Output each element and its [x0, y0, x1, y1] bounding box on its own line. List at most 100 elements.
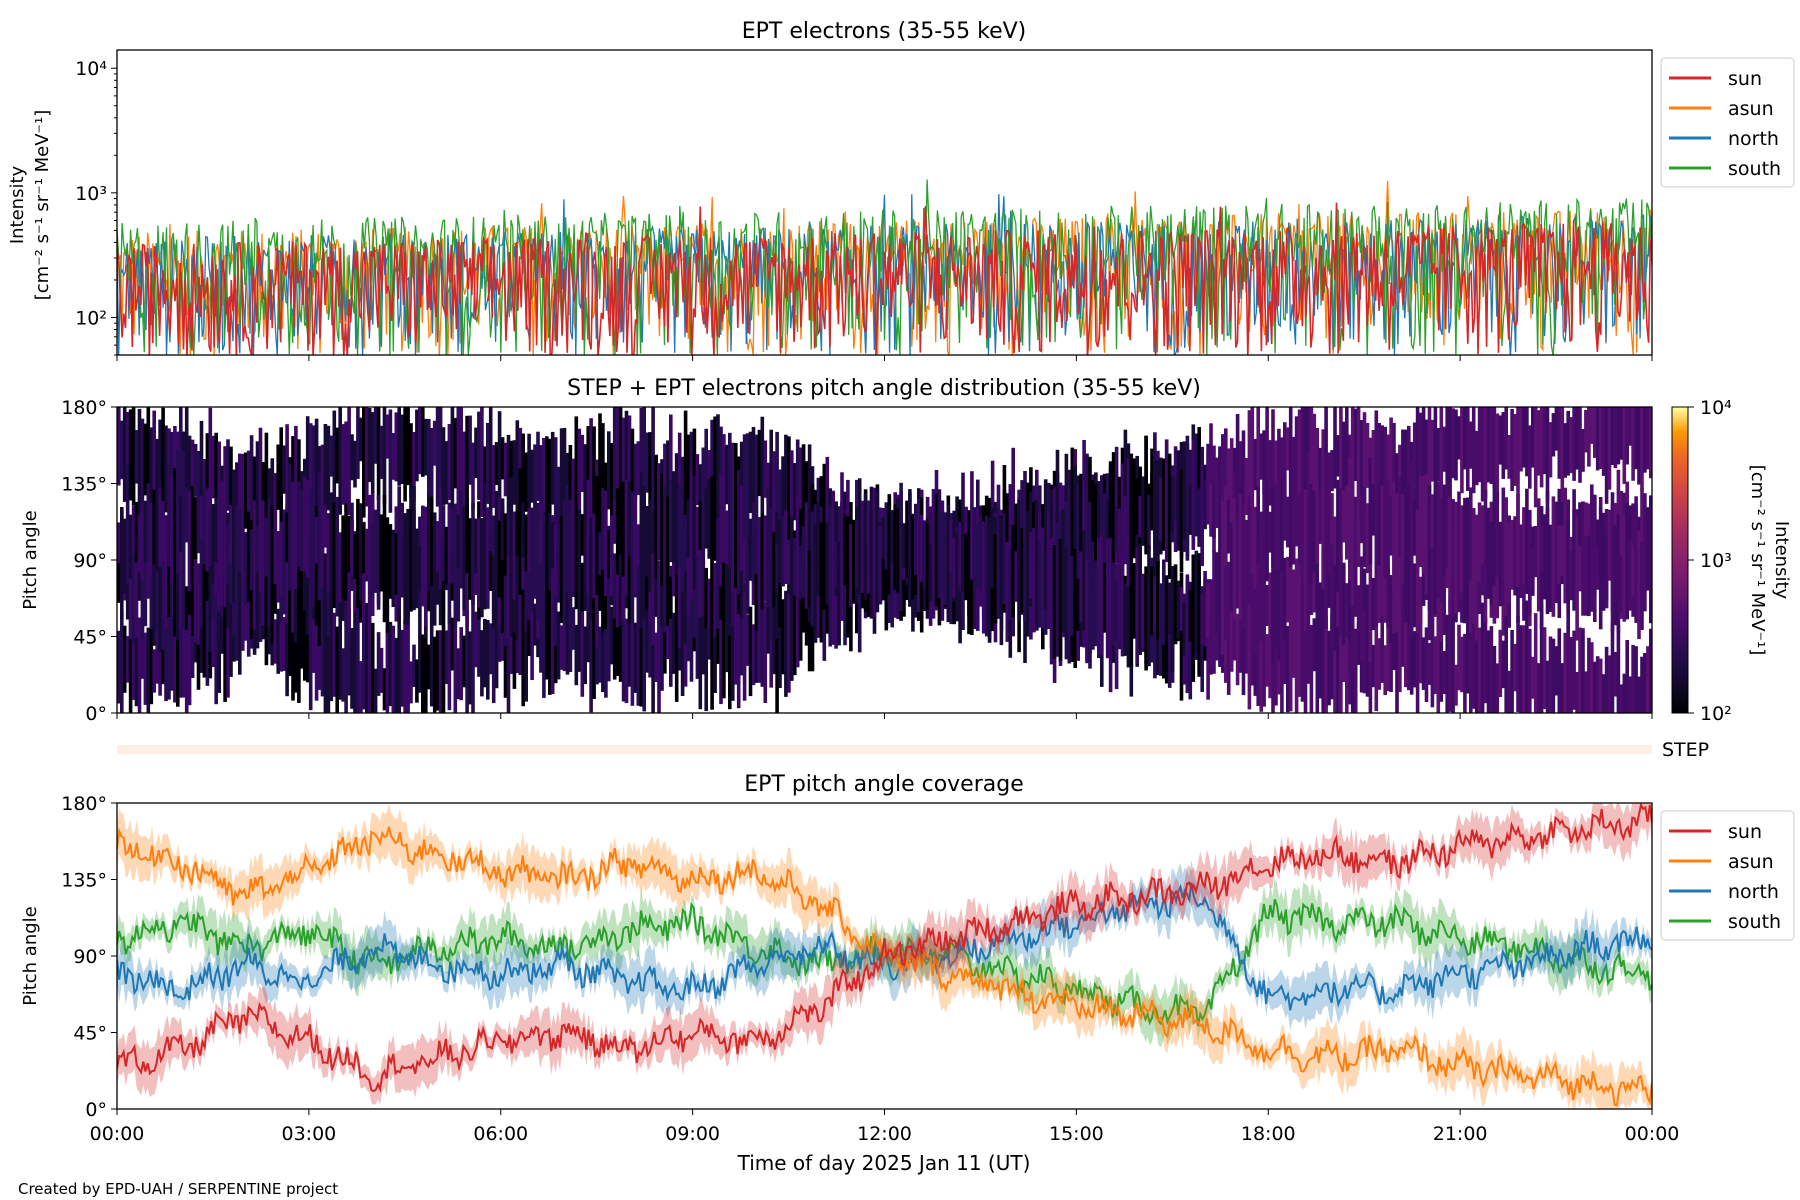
pad-cell: [692, 476, 697, 590]
pad-cell: [1551, 638, 1556, 713]
pad-cell: [1619, 407, 1624, 460]
pad-cell: [1268, 638, 1272, 699]
pad-cell: [790, 450, 794, 537]
pad-cell: [294, 425, 298, 531]
pad-cell: [323, 504, 328, 548]
pad-cell: [146, 627, 151, 713]
pad-cell: [1395, 565, 1399, 632]
x-tick-label: 21:00: [1433, 1123, 1488, 1145]
pad-cell: [1501, 487, 1506, 606]
pad-cell: [1536, 498, 1541, 612]
pad-cell: [314, 604, 319, 701]
pad-cell: [1247, 410, 1252, 537]
pad-cell: [1365, 584, 1370, 638]
pad-cell: [556, 505, 561, 573]
pad-cell: [477, 518, 481, 608]
pad-cell: [1156, 460, 1160, 569]
pad-cell: [1519, 625, 1523, 713]
pad-cell: [1646, 407, 1650, 470]
pad-cell: [713, 509, 717, 561]
pad-cell: [1365, 611, 1370, 697]
pad-cell: [486, 423, 490, 504]
pad-cell: [849, 523, 853, 569]
pad-cell: [261, 462, 266, 523]
pad-ylabel: Pitch angle: [20, 510, 41, 609]
pad-cell: [1164, 440, 1169, 563]
pad-cell: [1336, 479, 1340, 593]
pad-cell: [350, 519, 354, 576]
pad-cell: [987, 517, 992, 643]
pad-cell: [524, 452, 528, 512]
pad-cell: [173, 538, 177, 637]
pad-cell: [1153, 460, 1157, 576]
pad-cell: [1321, 429, 1325, 473]
pad-cell: [1483, 407, 1488, 499]
pad-cell: [778, 469, 782, 525]
pad-cell: [1522, 625, 1526, 713]
pad-cell: [444, 526, 449, 584]
pad-cell: [1587, 637, 1591, 713]
pad-cell: [1643, 653, 1647, 713]
pad-cell: [1383, 493, 1387, 579]
pad-cell: [1297, 409, 1302, 529]
pad-cell: [1477, 551, 1482, 614]
pad-cell: [1637, 530, 1641, 640]
pad-cell: [731, 579, 735, 701]
pad-cell: [545, 436, 549, 527]
pad-cell: [890, 510, 894, 562]
pad-cell: [173, 574, 177, 703]
pad-cell: [1386, 606, 1390, 692]
pad-cell: [1625, 640, 1629, 713]
pad-cell: [1578, 407, 1582, 483]
pad-cell: [303, 609, 307, 681]
pad-cell: [1117, 553, 1122, 641]
pad-cell: [362, 521, 366, 626]
pad-cell: [1483, 617, 1488, 704]
pad-cell: [176, 449, 180, 575]
pad-cell: [291, 601, 295, 701]
pad-cell: [506, 512, 511, 556]
pad-cell: [860, 500, 865, 593]
pad-cell: [1283, 557, 1287, 642]
pad-cell: [542, 528, 546, 616]
pad-cell: [736, 603, 741, 709]
pad-cell: [385, 517, 390, 633]
pad-cell: [899, 482, 903, 612]
pad-cell: [1179, 469, 1184, 573]
pad-cell: [586, 426, 590, 526]
pad-cell: [500, 498, 505, 560]
pad-cell: [784, 590, 788, 697]
pad-cell: [542, 512, 546, 561]
pad-cell: [1159, 477, 1163, 541]
pad-cell: [214, 432, 218, 526]
pad-cell: [1259, 612, 1263, 712]
pad-cell: [1415, 407, 1420, 511]
pad-cell: [1085, 474, 1089, 592]
pad-cell: [1616, 513, 1621, 633]
pad-cell: [365, 528, 369, 577]
pad-cell: [763, 440, 768, 498]
pad-cell: [1173, 475, 1178, 522]
pad-cell: [158, 487, 162, 567]
pad-cell: [1469, 487, 1473, 581]
pad-cell: [146, 407, 151, 488]
pad-cell: [1560, 407, 1565, 509]
pad-cell: [1256, 609, 1260, 706]
pad-cell: [1333, 407, 1337, 489]
pad-cell: [704, 567, 708, 629]
pad-cell: [536, 431, 540, 501]
x-tick-label: 06:00: [473, 1123, 528, 1145]
pad-cell: [1023, 471, 1027, 551]
pad-cell: [949, 519, 953, 572]
pad-cell: [1436, 428, 1441, 482]
pad-cell: [1203, 479, 1207, 530]
pad-cell: [246, 511, 251, 602]
pad-cell: [837, 568, 841, 646]
pad-cell: [666, 572, 670, 626]
pad-cell: [1117, 508, 1122, 554]
pad-cell: [651, 407, 655, 520]
pad-cell: [1179, 572, 1184, 701]
pad-cell: [477, 615, 481, 677]
pad-cell: [1522, 407, 1526, 468]
